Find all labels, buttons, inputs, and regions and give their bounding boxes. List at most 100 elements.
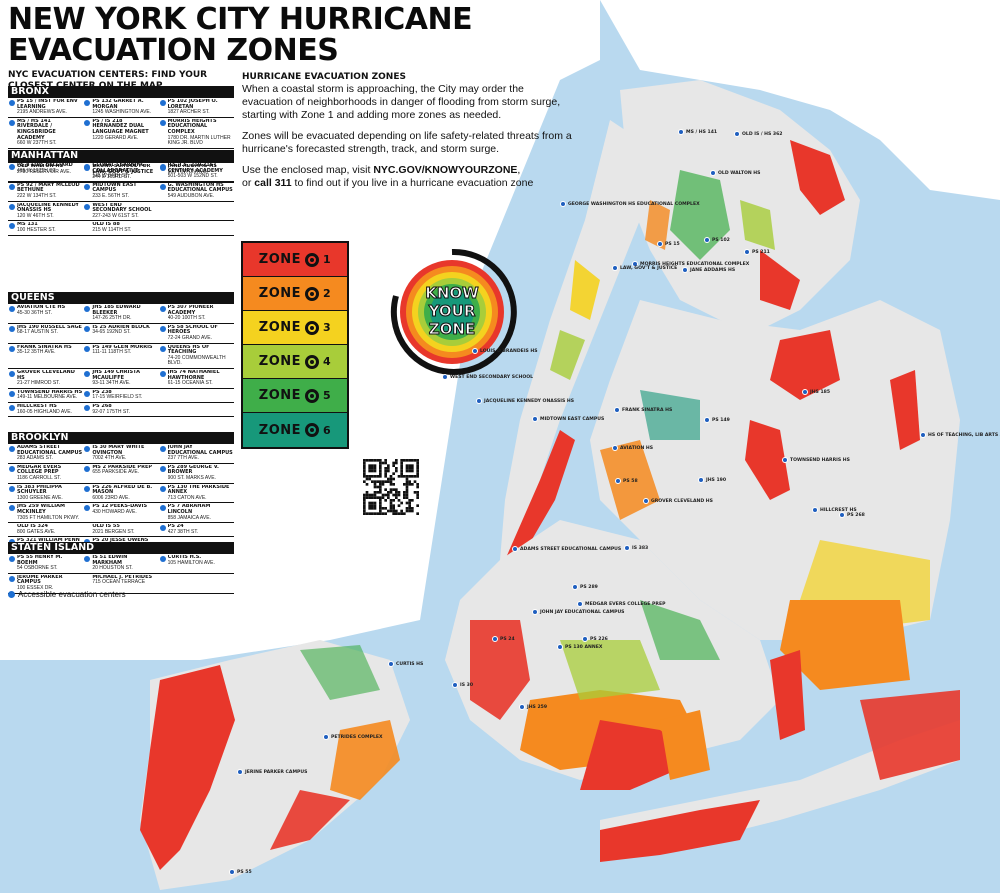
center-text: OLD IS 88 215 W 114TH ST. <box>92 222 157 233</box>
qr-module <box>371 512 374 515</box>
evacuation-center-pin-icon[interactable] <box>560 201 566 207</box>
info-paragraph-2: Zones will be evacuated depending on lif… <box>242 130 572 155</box>
evacuation-center-pin-icon[interactable] <box>678 129 684 135</box>
accessible-icon <box>9 345 15 352</box>
qr-module <box>416 512 419 515</box>
center-name: JACQUELINE KENNEDY ONASSIS HS <box>17 202 79 214</box>
borough-block: STATEN ISLAND PS 55 HENRY M. BOEHM 54 OSBO… <box>8 542 234 594</box>
qr-code[interactable] <box>363 459 419 515</box>
accessible-icon <box>84 390 91 397</box>
evacuation-center: GROVER CLEVELAND HS 21-27 HIMROD ST. <box>8 367 84 388</box>
zone-number: 5 <box>323 389 332 402</box>
evacuation-center-pin-icon[interactable] <box>744 249 750 255</box>
evacuation-center-pin-icon[interactable] <box>582 636 588 642</box>
center-name: PS 8 LUIS BELLIARD <box>17 163 73 168</box>
evacuation-center-pin-icon[interactable] <box>657 241 663 247</box>
evacuation-center-pin-icon[interactable] <box>472 348 478 354</box>
qr-module <box>384 469 387 473</box>
center-name: GLOBAL LEARNING COLLABORATIVE <box>92 163 145 174</box>
evacuation-center-pin-icon[interactable] <box>452 682 458 688</box>
zone-label: ZONE <box>258 320 302 335</box>
map-label-grover: GROVER CLEVELAND HS <box>651 499 713 504</box>
evacuation-center-pin-icon[interactable] <box>612 265 618 271</box>
evacuation-center-pin-icon[interactable] <box>698 477 704 483</box>
evacuation-center: PS 149 GLEN MORRIS 111-11 118TH ST. <box>83 342 159 368</box>
evacuation-center-pin-icon[interactable] <box>782 457 788 463</box>
evacuation-center-pin-icon[interactable] <box>734 131 740 137</box>
qr-module <box>387 493 390 497</box>
center-grid: PS 8 LUIS BELLIARD 465 W 167TH ST. GLOBAL … <box>8 161 234 236</box>
qr-module <box>379 509 382 513</box>
qr-module <box>400 469 403 473</box>
qr-module <box>365 475 369 478</box>
qr-module <box>411 459 414 462</box>
center-text: WEST END SECONDARY SCHOOL 227-243 W 61ST … <box>92 203 157 220</box>
knowyourzone-link[interactable]: NYC.GOV/KNOWYOURZONE <box>373 164 518 176</box>
evacuation-center-pin-icon[interactable] <box>710 170 716 176</box>
evacuation-center: G. WASHINGTON HS EDUCATIONAL CAMPUS 549 A… <box>158 180 234 201</box>
evacuation-center-pin-icon[interactable] <box>615 478 621 484</box>
accessible-legend: Accessible evacuation centers <box>8 590 126 599</box>
info-paragraph-3: Use the enclosed map, visit NYC.GOV/KNOW… <box>242 164 572 190</box>
evacuation-center-pin-icon[interactable] <box>812 507 818 513</box>
center-name: PS 268 <box>92 403 112 409</box>
evacuation-center-pin-icon[interactable] <box>839 512 845 518</box>
accessible-icon <box>9 100 15 106</box>
center-text: MS 131 100 HESTER ST. <box>17 222 82 233</box>
accessible-icon <box>160 405 166 411</box>
call-311: call 311 <box>254 177 292 189</box>
evacuation-center-pin-icon[interactable] <box>323 734 329 740</box>
evacuation-center-pin-icon[interactable] <box>388 661 394 667</box>
center-name: GROVER CLEVELAND HS <box>17 369 75 381</box>
qr-module <box>363 469 366 473</box>
qr-module <box>405 507 409 510</box>
evacuation-center-pin-icon[interactable] <box>572 584 578 590</box>
qr-module <box>416 469 419 473</box>
center-address: 283 ADAMS ST. <box>17 455 53 462</box>
evacuation-center-pin-icon[interactable] <box>802 389 808 395</box>
accessible-icon <box>9 446 15 452</box>
map-label-ps268: PS 268 <box>847 513 865 518</box>
evacuation-center-pin-icon[interactable] <box>557 644 563 650</box>
evacuation-center-pin-icon[interactable] <box>512 546 518 552</box>
evacuation-center-pin-icon[interactable] <box>476 398 482 404</box>
evacuation-center-pin-icon[interactable] <box>704 417 710 423</box>
qr-module <box>365 459 369 462</box>
qr-module <box>376 512 379 515</box>
accessible-icon <box>9 505 15 512</box>
accessible-icon <box>159 505 166 512</box>
evacuation-center-pin-icon[interactable] <box>624 545 630 551</box>
qr-module <box>376 480 379 483</box>
qr-module <box>392 472 395 475</box>
qr-module <box>389 499 393 502</box>
evacuation-center-pin-icon[interactable] <box>237 769 243 775</box>
bronx-zone4 <box>740 200 775 250</box>
evacuation-center-pin-icon[interactable] <box>577 601 583 607</box>
far-rockaway-zone1 <box>860 690 960 780</box>
map-label-hsteach: HS OF TEACHING, LIB ARTS AND SCI <box>928 433 1000 438</box>
qr-module <box>363 509 366 513</box>
qr-module <box>371 496 374 499</box>
evacuation-center-pin-icon[interactable] <box>532 416 538 422</box>
center-text: JHS 74 NATHANIEL HAWTHORNE 61-15 OCEANIA … <box>168 370 233 387</box>
center-text: JACQUELINE KENNEDY ONASSIS HS 120 W 46TH … <box>17 203 82 220</box>
qr-module <box>371 459 374 462</box>
evacuation-center-pin-icon[interactable] <box>704 237 710 243</box>
qr-module <box>381 461 385 465</box>
evacuation-center-pin-icon[interactable] <box>920 432 926 438</box>
evacuation-center-pin-icon[interactable] <box>614 407 620 413</box>
qr-module <box>379 472 382 475</box>
qr-module <box>397 493 401 497</box>
evacuation-center-pin-icon[interactable] <box>632 261 638 267</box>
evacuation-center-pin-icon[interactable] <box>612 445 618 451</box>
map-label-ps289: PS 289 <box>580 585 598 590</box>
evacuation-center-pin-icon[interactable] <box>532 609 538 615</box>
evacuation-center-pin-icon[interactable] <box>643 498 649 504</box>
map-label-hillcrest: HILLCREST HS <box>820 508 857 513</box>
evacuation-center-pin-icon[interactable] <box>492 636 498 642</box>
evacuation-center-pin-icon[interactable] <box>682 267 688 273</box>
evacuation-center-pin-icon[interactable] <box>519 704 525 710</box>
evacuation-center-pin-icon[interactable] <box>442 374 448 380</box>
center-name: ADAMS STREET EDUCATIONAL CAMPUS <box>17 445 83 456</box>
evacuation-center-pin-icon[interactable] <box>229 869 235 875</box>
